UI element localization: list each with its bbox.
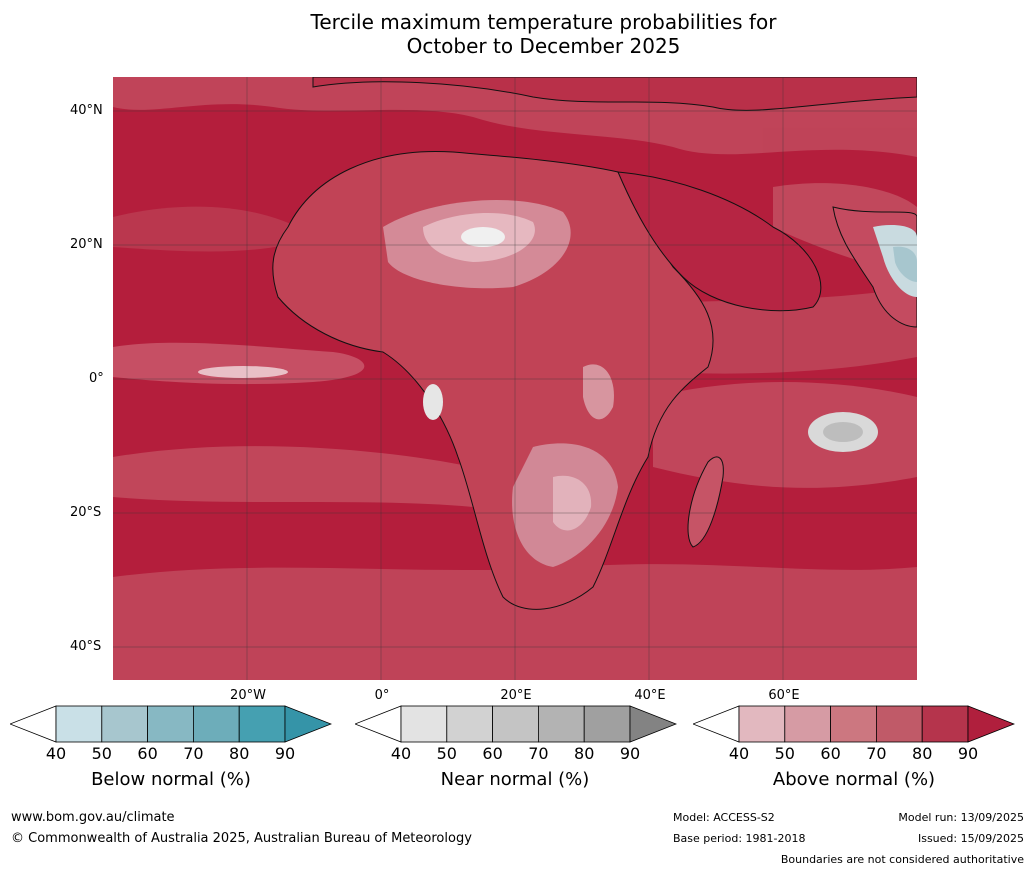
lat-label-40n: 40°N [70, 103, 103, 118]
colorbar-segment [238, 705, 286, 743]
colorbar-tick-label: 70 [866, 744, 887, 763]
title-line-2: October to December 2025 [406, 34, 681, 58]
lat-label-0: 0° [89, 371, 104, 386]
colorbar-segment [101, 705, 149, 743]
colorbar-tick-label: 80 [229, 744, 250, 763]
colorbar-tick-label: 80 [912, 744, 933, 763]
colorbar-near-normal [355, 705, 677, 743]
lon-label-20w: 20°W [230, 688, 266, 703]
lat-label-40s: 40°S [70, 639, 102, 654]
colorbar-tick-label: 70 [528, 744, 549, 763]
colorbar-segment [192, 705, 240, 743]
colorbar-tick-label: 80 [574, 744, 595, 763]
colorbar-segment [537, 705, 585, 743]
footer-website: www.bom.gov.au/climate [11, 810, 175, 825]
colorbar-segment [921, 705, 969, 743]
colorbar-segment [583, 705, 631, 743]
footer-copyright: © Commonwealth of Australia 2025, Austra… [11, 831, 472, 846]
colorbar-max-triangle [967, 705, 1015, 743]
footer-base-period: Base period: 1981-2018 [673, 832, 806, 845]
footer-model: Model: ACCESS-S2 [673, 811, 775, 824]
colorbar-segment [738, 705, 786, 743]
footer-model-run: Model run: 13/09/2025 [898, 811, 1024, 824]
colorbar-segment [400, 705, 448, 743]
footer-boundaries-note: Boundaries are not considered authoritat… [780, 853, 1024, 866]
colorbar-tick-label: 40 [390, 744, 412, 763]
colorbar-max-triangle [629, 705, 677, 743]
colorbar-segment [492, 705, 539, 743]
lat-label-20n: 20°N [70, 237, 103, 252]
colorbar-min-triangle [693, 705, 740, 743]
colorbar-below-normal [10, 705, 332, 743]
colorbar-tick-label: 40 [45, 744, 67, 763]
europe-land [312, 77, 917, 111]
colorbar-segment [875, 705, 923, 743]
colorbar-tick-label: 50 [774, 744, 795, 763]
colorbar-segment [446, 705, 494, 743]
probability-map [113, 77, 917, 680]
title-line-1: Tercile maximum temperature probabilitie… [310, 10, 777, 34]
arabian-peninsula [617, 171, 822, 312]
colorbar-tick-label: 90 [957, 744, 979, 763]
map-title: Tercile maximum temperature probabilitie… [0, 10, 1035, 58]
madagascar [687, 456, 724, 548]
colorbar-above-normal [693, 705, 1015, 743]
colorbar-tick-label: 50 [91, 744, 112, 763]
lat-label-20s: 20°S [70, 505, 102, 520]
colorbar-max-triangle [284, 705, 332, 743]
colorbar-segment [55, 705, 103, 743]
colorbar-segment [784, 705, 832, 743]
colorbar-title-above: Above normal (%) [772, 769, 936, 790]
colorbar-tick-label: 60 [482, 744, 503, 763]
colorbar-segment [830, 705, 877, 743]
colorbar-tick-label: 90 [619, 744, 641, 763]
colorbar-tick-label: 60 [137, 744, 158, 763]
lon-label-60e: 60°E [768, 688, 800, 703]
lon-label-0: 0° [374, 688, 390, 703]
colorbar-tick-label: 90 [274, 744, 296, 763]
colorbar-min-triangle [10, 705, 57, 743]
colorbar-tick-label: 70 [183, 744, 204, 763]
colorbar-tick-label: 40 [728, 744, 750, 763]
colorbar-tick-label: 50 [436, 744, 457, 763]
colorbar-tick-label: 60 [820, 744, 841, 763]
lon-label-40e: 40°E [634, 688, 666, 703]
lon-label-20e: 20°E [500, 688, 532, 703]
colorbar-title-below: Below normal (%) [91, 769, 251, 790]
graticule [113, 77, 917, 680]
colorbar-min-triangle [355, 705, 402, 743]
colorbar-segment [147, 705, 194, 743]
footer-issued: Issued: 15/09/2025 [917, 832, 1024, 845]
colorbar-title-near: Near normal (%) [440, 769, 590, 790]
